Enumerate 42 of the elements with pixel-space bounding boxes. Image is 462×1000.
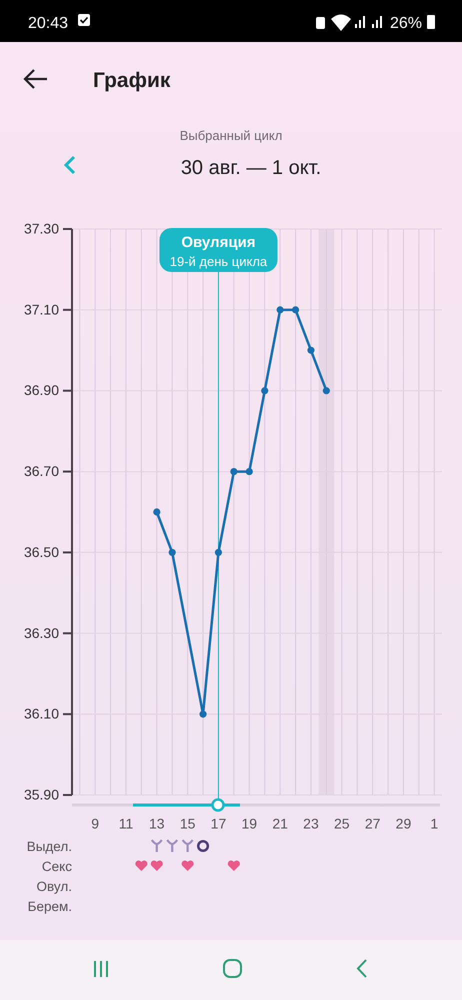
point [261,387,268,394]
y-tick-label: 37.10 [24,301,60,318]
x-tick-label: 23 [303,816,319,832]
y-tick-label: 37.30 [24,220,60,236]
y-tick-label: 36.30 [24,624,60,641]
point [230,468,238,476]
x-tick-label: 9 [91,816,100,832]
x-tick-label: 11 [118,816,134,832]
text: 26% [390,15,422,32]
point [307,346,315,354]
text: Овул. [36,879,72,894]
y-tick-label: 36.10 [24,706,60,722]
point [214,548,222,556]
point [322,387,330,394]
x-tick-label: 29 [396,816,412,832]
annotation: 19-й день цикла [170,254,268,269]
x-tick-label: 17 [210,816,226,832]
text: 20:43 [28,15,68,32]
point [276,306,284,314]
text: Выдел. [26,839,72,854]
point [199,710,207,718]
chart-title: График [93,69,171,92]
ref-line-label: Овуляция [181,234,256,251]
x-tick-label: 25 [334,816,350,832]
x-tick-label: 19 [242,816,258,832]
y-tick-label: 36.90 [24,382,60,398]
text: Берем. [28,899,72,914]
text: Секс [42,859,72,874]
x-tick-label: 13 [149,816,165,832]
point [292,306,300,314]
x-tick-label: 27 [364,816,381,832]
chart-subtitle: Выбранный цикл [180,128,282,143]
x-tick-label: 15 [180,816,196,832]
y-tick-label: 36.50 [24,544,60,560]
x-tick-label: 1 [430,816,438,832]
point [153,508,160,516]
point [246,468,253,476]
y-tick-label: 35.90 [24,786,60,802]
x-tick-label: 21 [272,816,288,832]
text: 30 авг. — 1 окт. [180,157,322,179]
point [168,548,176,556]
y-tick-label: 36.70 [24,463,60,480]
